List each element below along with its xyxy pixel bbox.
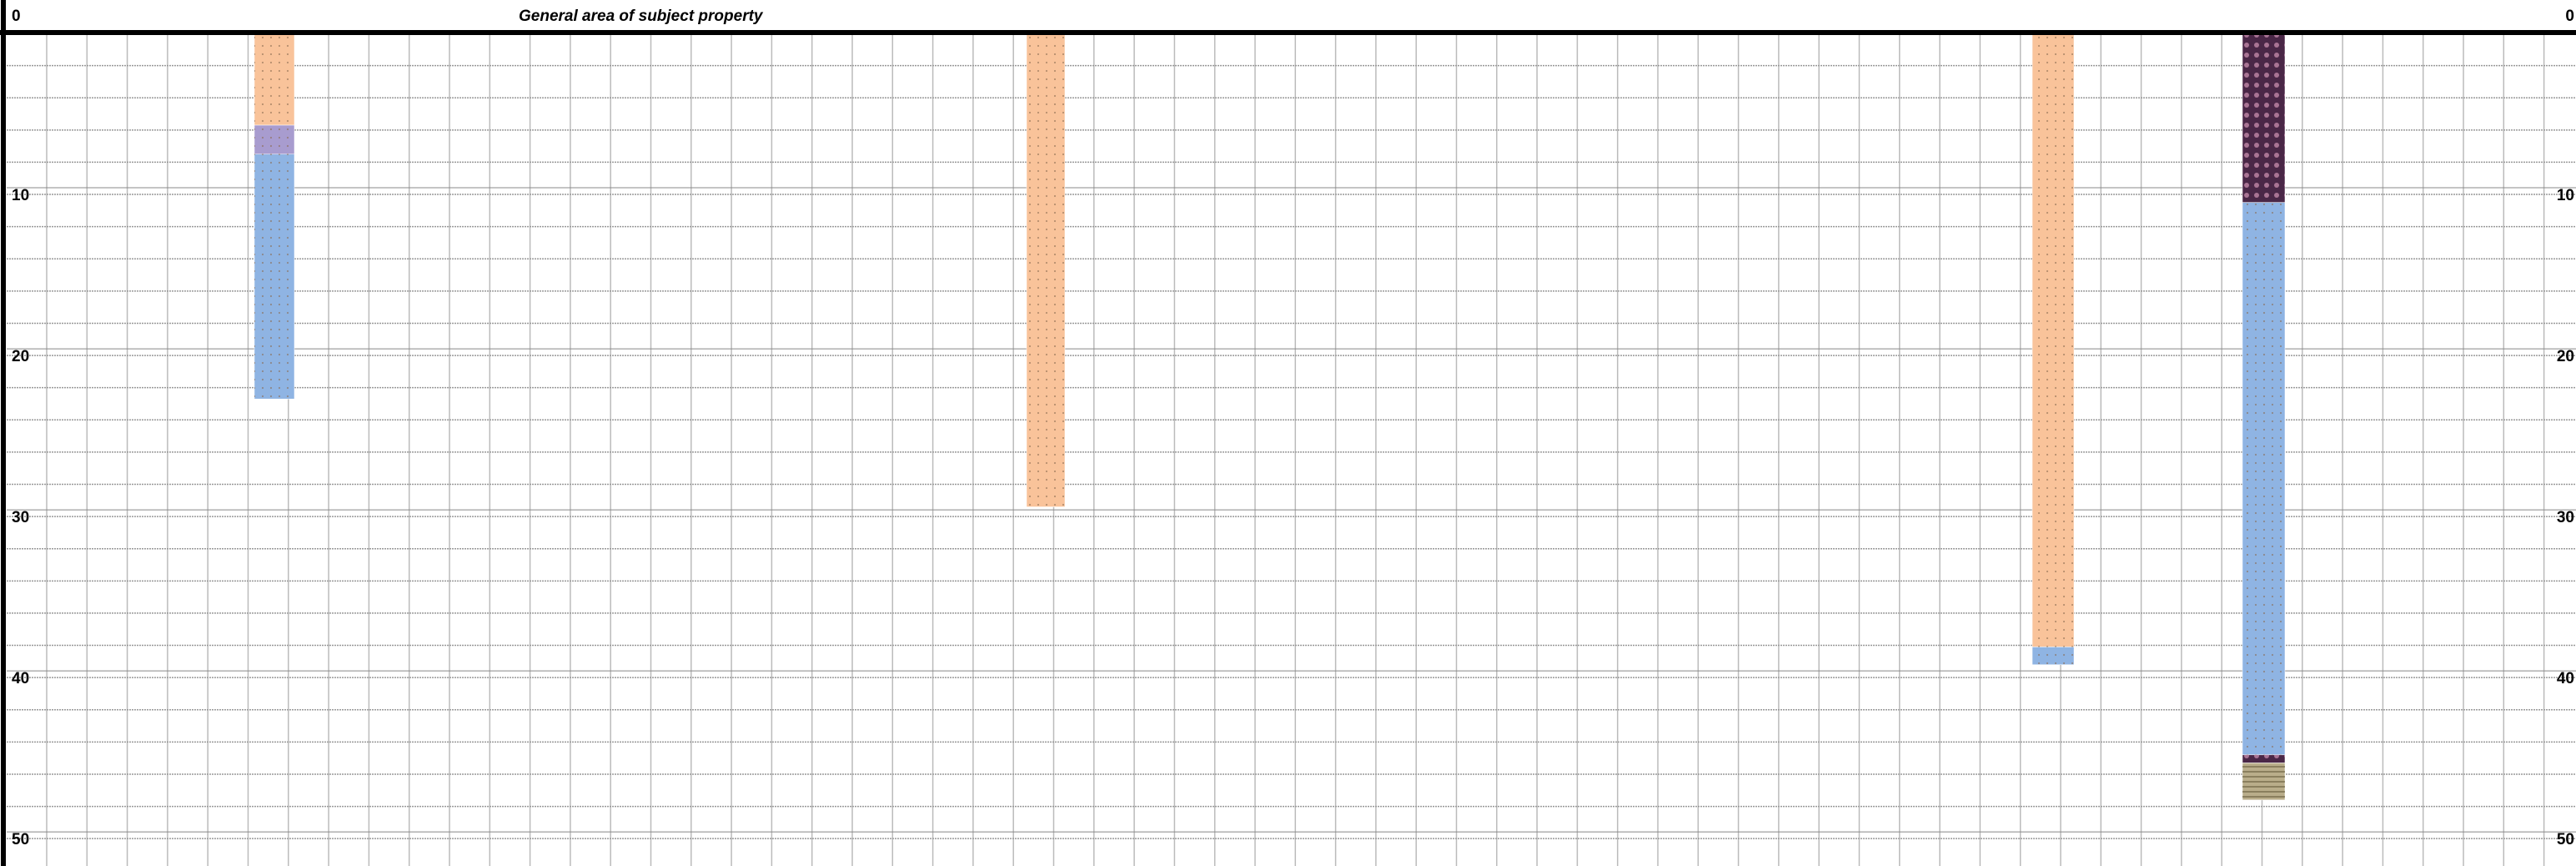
layer-pattern (2242, 202, 2285, 755)
y-tick-label: 50 (12, 831, 29, 848)
y-tick-label: 10 (12, 187, 29, 204)
y-tick-label: 0 (12, 8, 21, 25)
layer-pattern (2242, 33, 2285, 203)
layer-pattern (2032, 33, 2074, 647)
y-tick-label-right: 20 (2557, 348, 2574, 365)
y-tick-label: 20 (12, 348, 29, 365)
y-tick-label: 40 (12, 670, 29, 687)
layer-pattern (2242, 763, 2285, 800)
layer-pattern (1027, 33, 1065, 507)
y-tick-label: 30 (12, 509, 29, 526)
layer-pattern (254, 33, 294, 126)
y-tick-label-right: 50 (2557, 831, 2574, 848)
layer-pattern (2242, 754, 2285, 763)
chart-title: General area of subject property (519, 8, 764, 25)
layer-pattern (254, 154, 294, 400)
y-tick-label-right: 30 (2557, 509, 2574, 526)
layer-pattern (2032, 647, 2074, 665)
layer-pattern (254, 125, 294, 154)
y-tick-label-right: 40 (2557, 670, 2574, 687)
y-tick-label-right: 0 (2565, 8, 2574, 25)
y-tick-label-right: 10 (2557, 187, 2574, 204)
